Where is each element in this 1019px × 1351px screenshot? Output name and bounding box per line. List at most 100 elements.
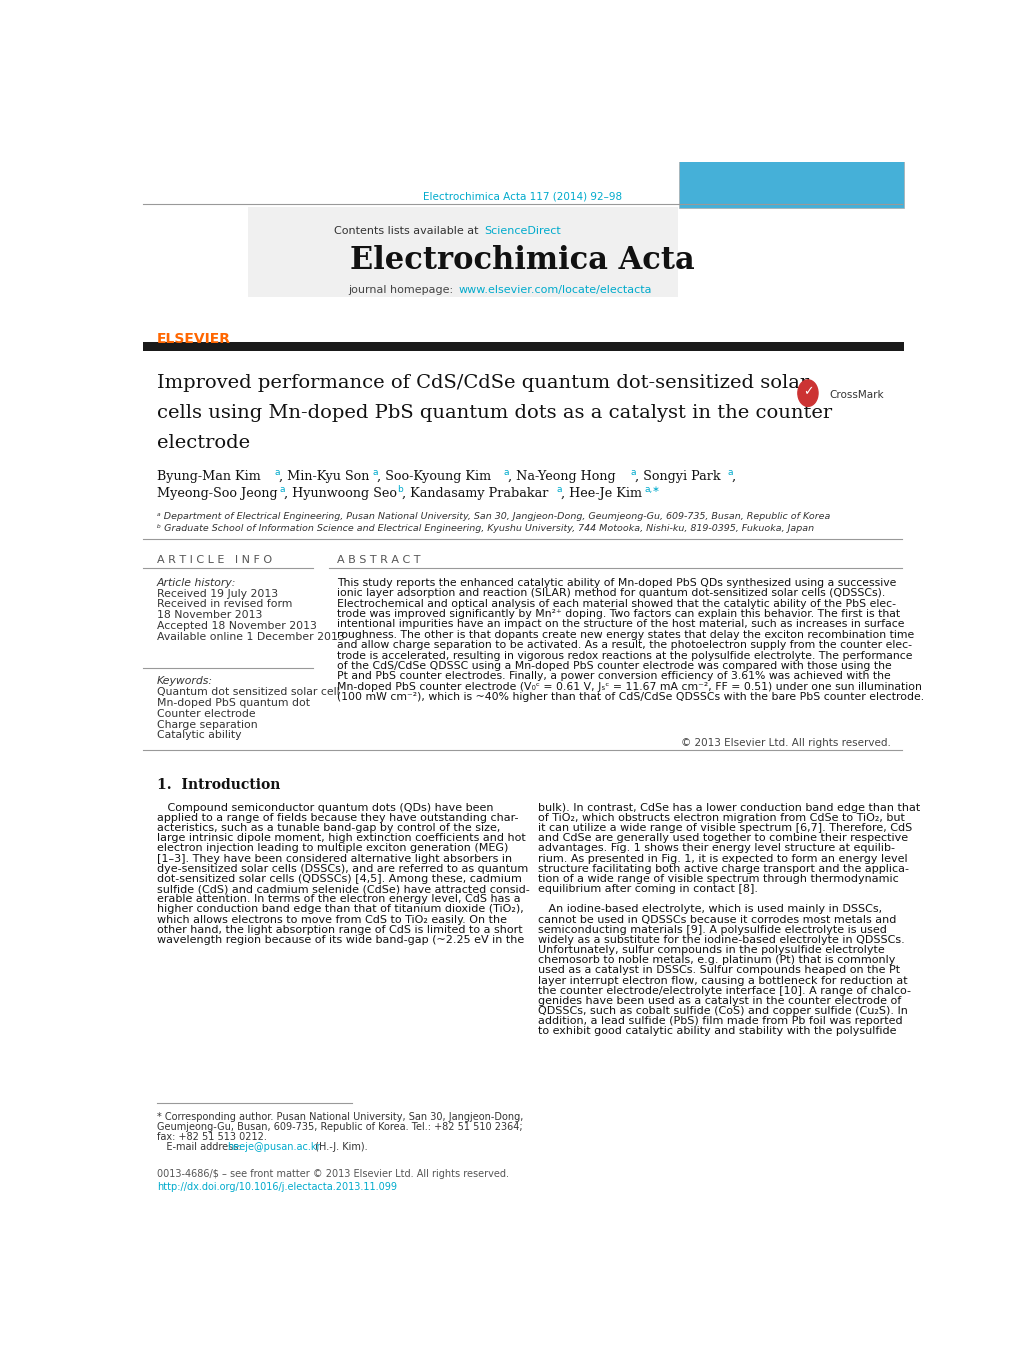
Text: higher conduction band edge than that of titanium dioxide (TiO₂),: higher conduction band edge than that of… [157,904,523,915]
Text: heeje@pusan.ac.kr: heeje@pusan.ac.kr [226,1143,320,1152]
Text: equilibrium after coming in contact [8].: equilibrium after coming in contact [8]. [538,884,757,894]
Text: Byung-Man Kim: Byung-Man Kim [157,470,261,484]
Text: A B S T R A C T: A B S T R A C T [336,555,420,565]
Text: addition, a lead sulfide (PbS) film made from Pb foil was reported: addition, a lead sulfide (PbS) film made… [538,1016,902,1027]
Text: dye-sensitized solar cells (DSSCs), and are referred to as quantum: dye-sensitized solar cells (DSSCs), and … [157,863,528,874]
Text: a: a [274,467,280,477]
Text: electrode: electrode [157,434,250,453]
Text: widely as a substitute for the iodine-based electrolyte in QDSSCs.: widely as a substitute for the iodine-ba… [538,935,904,944]
Text: , Hee-Je Kim: , Hee-Je Kim [560,488,641,500]
Text: sulfide (CdS) and cadmium selenide (CdSe) have attracted consid-: sulfide (CdS) and cadmium selenide (CdSe… [157,884,529,894]
Text: bulk). In contrast, CdSe has a lower conduction band edge than that: bulk). In contrast, CdSe has a lower con… [538,802,919,813]
Text: b: b [396,485,403,493]
Text: Contents lists available at: Contents lists available at [334,226,482,236]
Text: , Soo-Kyoung Kim: , Soo-Kyoung Kim [377,470,491,484]
Text: Electrochimica Acta 117 (2014) 92–98: Electrochimica Acta 117 (2014) 92–98 [423,192,622,201]
Text: Improved performance of CdS/CdSe quantum dot-sensitized solar: Improved performance of CdS/CdSe quantum… [157,374,808,392]
Text: which allows electrons to move from CdS to TiO₂ easily. On the: which allows electrons to move from CdS … [157,915,506,924]
Text: © 2013 Elsevier Ltd. All rights reserved.: © 2013 Elsevier Ltd. All rights reserved… [681,738,890,748]
Text: a: a [630,467,636,477]
Text: dot-sensitized solar cells (QDSSCs) [4,5]. Among these, cadmium: dot-sensitized solar cells (QDSSCs) [4,5… [157,874,522,884]
Text: Counter electrode: Counter electrode [157,709,256,719]
Text: www.elsevier.com/locate/electacta: www.elsevier.com/locate/electacta [458,285,651,296]
Text: tion of a wide range of visible spectrum through thermodynamic: tion of a wide range of visible spectrum… [538,874,898,884]
Text: of the CdS/CdSe QDSSC using a Mn-doped PbS counter electrode was compared with t: of the CdS/CdSe QDSSC using a Mn-doped P… [336,661,891,671]
Bar [143,207,248,297]
Text: to exhibit good catalytic ability and stability with the polysulfide: to exhibit good catalytic ability and st… [538,1027,896,1036]
Text: (100 mW cm⁻²), which is ~40% higher than that of CdS/CdSe QDSSCs with the bare P: (100 mW cm⁻²), which is ~40% higher than… [336,692,923,703]
Text: intentional impurities have an impact on the structure of the host material, suc: intentional impurities have an impact on… [336,620,904,630]
Text: Mn-doped PbS counter electrode (V₀ᶜ = 0.61 V, Jₛᶜ = 11.67 mA cm⁻², FF = 0.51) un: Mn-doped PbS counter electrode (V₀ᶜ = 0.… [336,682,921,692]
Text: 18 November 2013: 18 November 2013 [157,611,262,620]
Text: Electrochimica
        Acta: Electrochimica Acta [754,239,828,258]
Text: A R T I C L E   I N F O: A R T I C L E I N F O [157,555,272,565]
Text: journal homepage:: journal homepage: [347,285,457,296]
Text: An iodine-based electrolyte, which is used mainly in DSSCs,: An iodine-based electrolyte, which is us… [538,904,881,915]
Text: 1.  Introduction: 1. Introduction [157,778,280,792]
Text: cells using Mn-doped PbS quantum dots as a catalyst in the counter: cells using Mn-doped PbS quantum dots as… [157,404,832,422]
Text: QDSSCs, such as cobalt sulfide (CoS) and copper sulfide (Cu₂S). In: QDSSCs, such as cobalt sulfide (CoS) and… [538,1006,907,1016]
Text: wavelength region because of its wide band-gap (~2.25 eV in the: wavelength region because of its wide ba… [157,935,524,944]
Bar [679,66,903,208]
Text: the counter electrode/electrolyte interface [10]. A range of chalco-: the counter electrode/electrolyte interf… [538,986,910,996]
Text: CrossMark: CrossMark [828,390,883,400]
Text: a: a [372,467,377,477]
Text: acteristics, such as a tunable band-gap by control of the size,: acteristics, such as a tunable band-gap … [157,823,500,834]
Text: it can utilize a wide range of visible spectrum [6,7]. Therefore, CdS: it can utilize a wide range of visible s… [538,823,912,834]
Text: semiconducting materials [9]. A polysulfide electrolyte is used: semiconducting materials [9]. A polysulf… [538,924,887,935]
Text: other hand, the light absorption range of CdS is limited to a short: other hand, the light absorption range o… [157,924,522,935]
Text: Mn-doped PbS quantum dot: Mn-doped PbS quantum dot [157,698,310,708]
Text: applied to a range of fields because they have outstanding char-: applied to a range of fields because the… [157,813,518,823]
Text: ELSEVIER: ELSEVIER [156,331,230,346]
Text: chemosorb to noble metals, e.g. platinum (Pt) that is commonly: chemosorb to noble metals, e.g. platinum… [538,955,895,965]
Text: roughness. The other is that dopants create new energy states that delay the exc: roughness. The other is that dopants cre… [336,630,913,640]
Text: Received 19 July 2013: Received 19 July 2013 [157,589,278,598]
Text: of TiO₂, which obstructs electron migration from CdSe to TiO₂, but: of TiO₂, which obstructs electron migrat… [538,813,904,823]
Text: Accepted 18 November 2013: Accepted 18 November 2013 [157,621,317,631]
Text: Available online 1 December 2013: Available online 1 December 2013 [157,632,344,642]
Text: erable attention. In terms of the electron energy level, CdS has a: erable attention. In terms of the electr… [157,894,520,904]
Circle shape [797,380,817,407]
Text: trode was improved significantly by Mn²⁺ doping. Two factors can explain this be: trode was improved significantly by Mn²⁺… [336,609,899,619]
Text: advantages. Fig. 1 shows their energy level structure at equilib-: advantages. Fig. 1 shows their energy le… [538,843,895,854]
Text: layer interrupt electron flow, causing a bottleneck for reduction at: layer interrupt electron flow, causing a… [538,975,907,985]
Text: Catalytic ability: Catalytic ability [157,731,242,740]
Text: , Min-Kyu Son: , Min-Kyu Son [279,470,370,484]
Text: fax: +82 51 513 0212.: fax: +82 51 513 0212. [157,1132,267,1143]
Text: ionic layer adsorption and reaction (SILAR) method for quantum dot-sensitized so: ionic layer adsorption and reaction (SIL… [336,588,884,598]
Text: [1–3]. They have been considered alternative light absorbers in: [1–3]. They have been considered alterna… [157,854,512,863]
Text: Unfortunately, sulfur compounds in the polysulfide electrolyte: Unfortunately, sulfur compounds in the p… [538,946,884,955]
Text: ᵃ Department of Electrical Engineering, Pusan National University, San 30, Jangj: ᵃ Department of Electrical Engineering, … [157,512,829,521]
Text: Article history:: Article history: [157,578,236,588]
Text: Myeong-Soo Jeong: Myeong-Soo Jeong [157,488,277,500]
Text: electron injection leading to multiple exciton generation (MEG): electron injection leading to multiple e… [157,843,507,854]
Text: , Hyunwoong Seo: , Hyunwoong Seo [283,488,396,500]
Text: rium. As presented in Fig. 1, it is expected to form an energy level: rium. As presented in Fig. 1, it is expe… [538,854,907,863]
Bar [248,207,677,297]
Text: structure facilitating both active charge transport and the applica-: structure facilitating both active charg… [538,863,908,874]
Text: ᵇ Graduate School of Information Science and Electrical Engineering, Kyushu Univ: ᵇ Graduate School of Information Science… [157,524,813,534]
Text: a,∗: a,∗ [644,485,659,493]
Text: * Corresponding author. Pusan National University, San 30, Jangjeon-Dong,: * Corresponding author. Pusan National U… [157,1112,523,1123]
Text: E-mail address:: E-mail address: [157,1143,245,1152]
Text: genides have been used as a catalyst in the counter electrode of: genides have been used as a catalyst in … [538,996,901,1006]
Text: Geumjeong-Gu, Busan, 609-735, Republic of Korea. Tel.: +82 51 510 2364;: Geumjeong-Gu, Busan, 609-735, Republic o… [157,1123,522,1132]
Text: and CdSe are generally used together to combine their respective: and CdSe are generally used together to … [538,834,908,843]
Text: Quantum dot sensitized solar cell: Quantum dot sensitized solar cell [157,688,339,697]
Text: cannot be used in QDSSCs because it corrodes most metals and: cannot be used in QDSSCs because it corr… [538,915,896,924]
Text: 0013-4686/$ – see front matter © 2013 Elsevier Ltd. All rights reserved.: 0013-4686/$ – see front matter © 2013 El… [157,1169,508,1179]
Text: , Songyi Park: , Songyi Park [635,470,720,484]
Text: used as a catalyst in DSSCs. Sulfur compounds heaped on the Pt: used as a catalyst in DSSCs. Sulfur comp… [538,966,900,975]
Text: trode is accelerated, resulting in vigorous redox reactions at the polysulfide e: trode is accelerated, resulting in vigor… [336,651,911,661]
Text: a: a [555,485,561,493]
Text: Electrochemical and optical analysis of each material showed that the catalytic : Electrochemical and optical analysis of … [336,598,895,609]
Text: , Na-Yeong Hong: , Na-Yeong Hong [507,470,615,484]
Text: ,: , [732,470,736,484]
Text: a: a [727,467,732,477]
Bar [143,342,903,351]
Text: Charge separation: Charge separation [157,720,258,730]
Text: Received in revised form: Received in revised form [157,600,292,609]
Text: ScienceDirect: ScienceDirect [484,226,560,236]
Text: a: a [503,467,508,477]
Text: ✓: ✓ [802,385,812,399]
